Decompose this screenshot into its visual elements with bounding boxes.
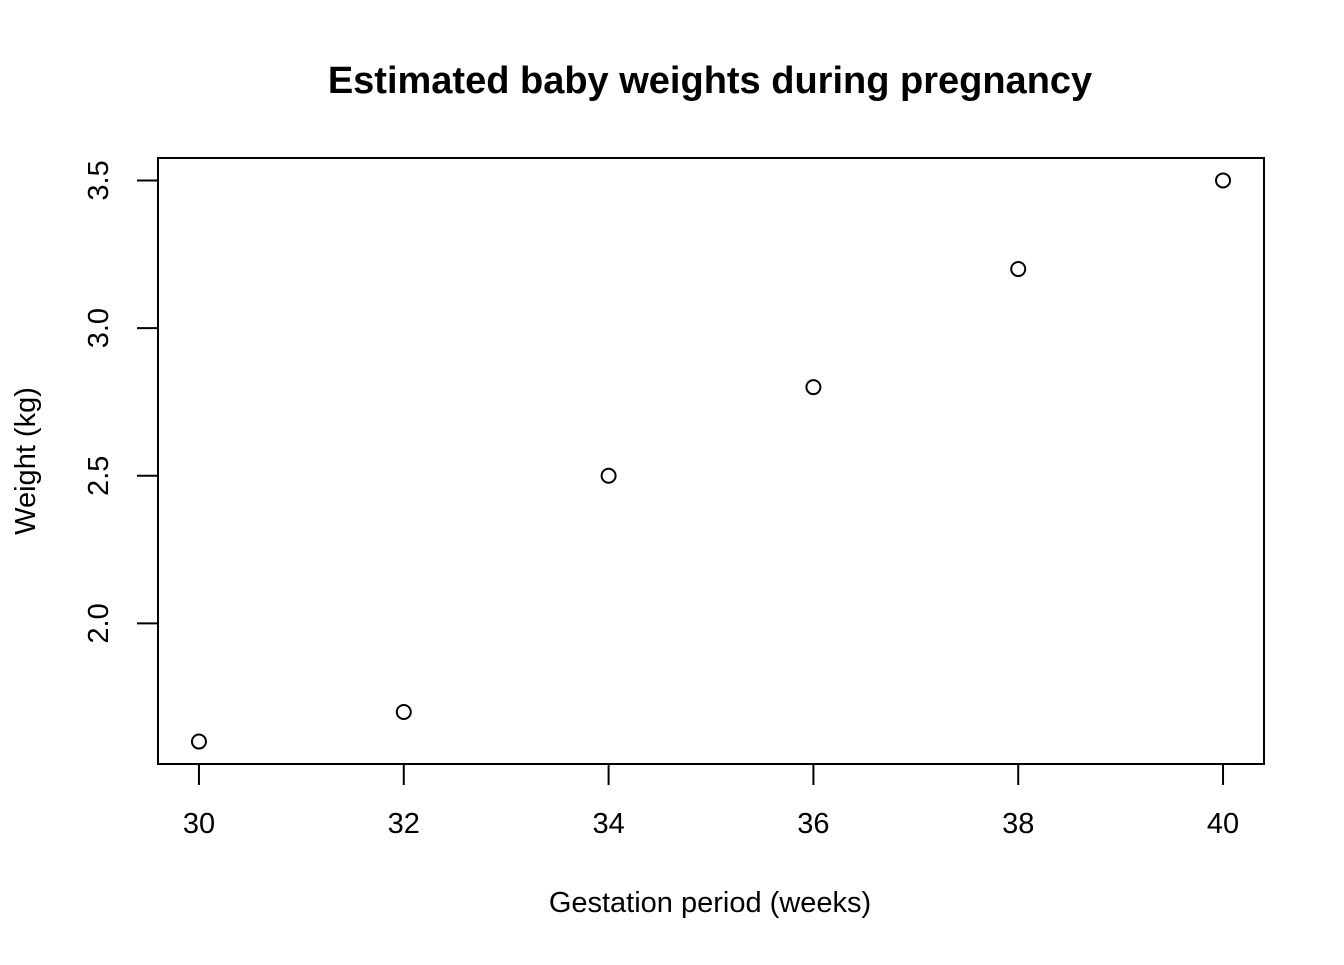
data-points bbox=[190, 172, 1232, 750]
y-axis-label: Weight (kg) bbox=[10, 387, 42, 535]
plot-frame bbox=[157, 157, 1265, 765]
chart-title: Estimated baby weights during pregnancy bbox=[328, 60, 1092, 102]
x-tick-label: 32 bbox=[388, 808, 420, 840]
x-tick-label: 34 bbox=[592, 808, 624, 840]
x-axis-label: Gestation period (weeks) bbox=[549, 887, 871, 919]
data-point bbox=[395, 704, 412, 721]
y-axis: 2.0 2.5 3.0 3.5 bbox=[83, 160, 159, 644]
data-point bbox=[600, 467, 617, 484]
y-tick-label: 2.0 bbox=[83, 603, 115, 643]
x-axis: 30 32 34 36 38 40 bbox=[183, 763, 1239, 840]
data-point bbox=[1215, 172, 1232, 189]
x-tick-label: 38 bbox=[1002, 808, 1034, 840]
x-tick-label: 30 bbox=[183, 808, 215, 840]
data-point bbox=[805, 379, 822, 396]
y-tick-label: 3.0 bbox=[83, 308, 115, 348]
data-point bbox=[190, 733, 207, 750]
y-tick-label: 2.5 bbox=[83, 456, 115, 496]
x-tick-label: 36 bbox=[797, 808, 829, 840]
data-point bbox=[1010, 261, 1027, 278]
y-tick-label: 3.5 bbox=[83, 160, 115, 200]
x-tick-label: 40 bbox=[1207, 808, 1239, 840]
